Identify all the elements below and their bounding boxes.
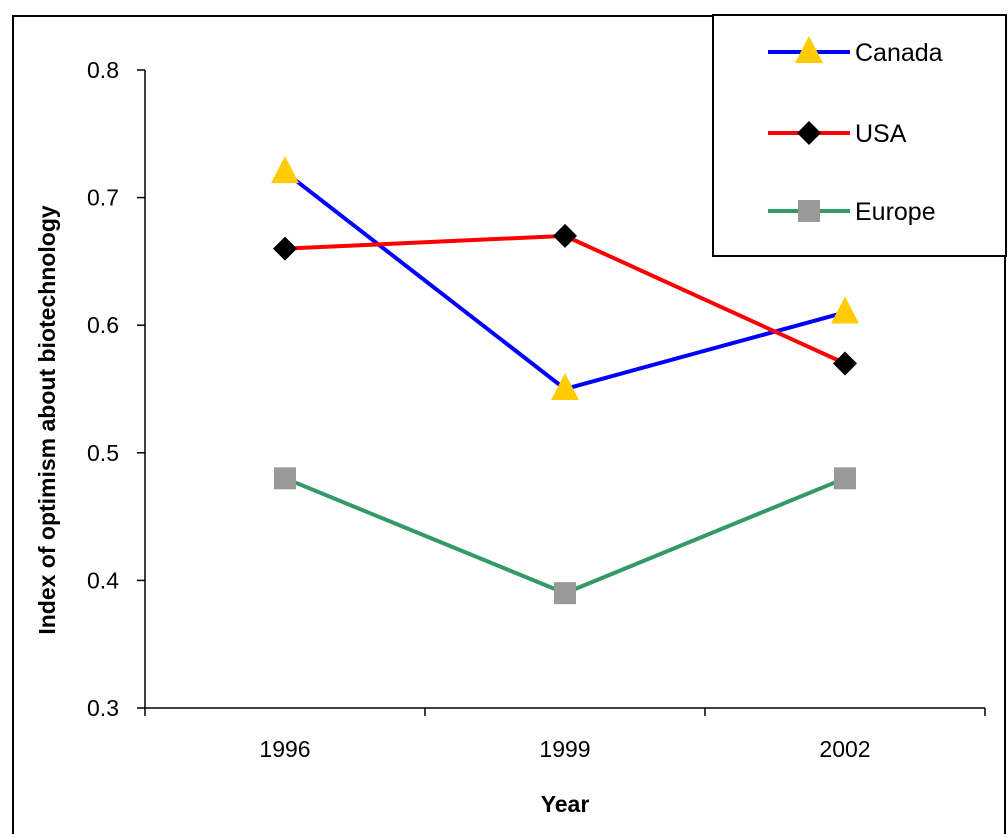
y-tick-label: 0.3 <box>87 695 119 721</box>
data-point-canada <box>271 156 299 184</box>
data-point-canada <box>551 373 579 400</box>
y-tick-label: 0.5 <box>87 440 119 466</box>
data-point-usa <box>553 223 577 248</box>
chart-frame <box>12 15 1006 834</box>
y-tick-label: 0.8 <box>87 57 119 83</box>
legend-marker-usa <box>797 121 821 145</box>
data-point-usa <box>833 351 857 376</box>
y-tick-label: 0.6 <box>87 312 119 338</box>
legend: Canada USA Europe <box>712 14 1007 257</box>
data-point-europe <box>554 582 576 605</box>
x-axis-title: Year <box>541 791 590 817</box>
x-tick-label: 1999 <box>539 736 590 762</box>
data-point-europe <box>834 467 856 490</box>
series-layer <box>271 156 859 605</box>
y-axis-title: Index of optimism about biotechnology <box>34 205 60 635</box>
legend-item-europe: Europe <box>768 198 936 226</box>
legend-box <box>712 14 1007 257</box>
legend-marker-canada <box>795 36 823 63</box>
legend-label-usa: USA <box>855 120 907 148</box>
legend-label-europe: Europe <box>855 198 936 226</box>
x-tick-label: 1996 <box>259 736 310 762</box>
axes: 0.3 0.4 0.5 0.6 0.7 0.8 1996 1999 2002 <box>87 57 986 762</box>
y-tick-label: 0.7 <box>87 185 119 211</box>
y-tick-label: 0.4 <box>87 567 119 593</box>
series-usa <box>273 223 857 376</box>
data-point-europe <box>274 467 296 490</box>
legend-item-usa: USA <box>768 120 907 148</box>
data-point-usa <box>273 236 297 261</box>
series-line-europe <box>284 476 846 596</box>
legend-item-canada: Canada <box>768 36 943 67</box>
legend-marker-europe <box>798 200 820 222</box>
data-point-canada <box>831 296 859 324</box>
x-tick-label: 2002 <box>819 736 870 762</box>
legend-label-canada: Canada <box>855 39 943 67</box>
series-europe <box>274 467 856 605</box>
